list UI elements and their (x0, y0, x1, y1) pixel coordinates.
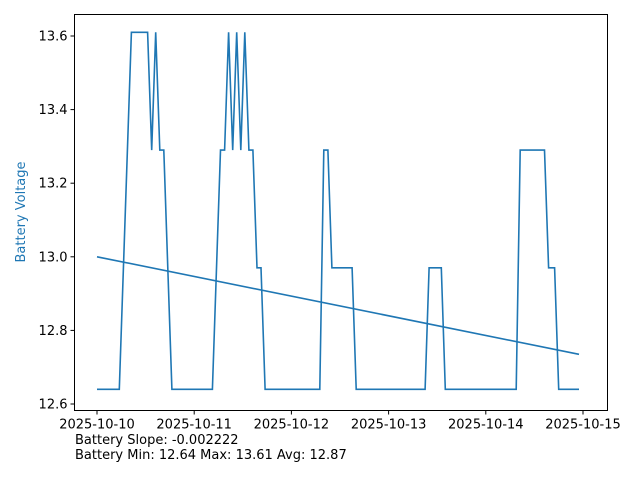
x-tick-label: 2025-10-15 (545, 418, 621, 433)
y-tick-label: 13.6 (39, 30, 68, 45)
battery-voltage-line (97, 31, 579, 391)
plot-lines (96, 31, 580, 391)
stats-footer: Battery Slope: -0.002222 Battery Min: 12.… (75, 433, 347, 463)
y-tick-label: 13.0 (39, 250, 68, 265)
x-tick-label: 2025-10-10 (59, 418, 135, 433)
y-tick-label: 13.4 (39, 103, 68, 118)
y-axis: 12.6 12.8 13.0 13.2 13.4 13.6 (39, 30, 75, 413)
x-axis: 2025-10-10 2025-10-11 2025-10-12 2025-10-13… (59, 410, 621, 433)
x-tick-label: 2025-10-12 (254, 418, 330, 433)
x-tick-label: 2025-10-11 (156, 418, 232, 433)
slope-text: Battery Slope: -0.002222 (75, 433, 239, 448)
y-tick-label: 12.8 (39, 324, 68, 339)
y-tick-label: 13.2 (39, 177, 68, 192)
y-tick-label: 12.6 (39, 398, 68, 413)
x-tick-label: 2025-10-14 (448, 418, 524, 433)
y-axis-label: Battery Voltage (14, 161, 29, 262)
x-tick-label: 2025-10-13 (351, 418, 427, 433)
trend-line (96, 256, 580, 356)
axes-frame (74, 14, 608, 411)
stats-text: Battery Min: 12.64 Max: 13.61 Avg: 12.87 (75, 448, 347, 463)
